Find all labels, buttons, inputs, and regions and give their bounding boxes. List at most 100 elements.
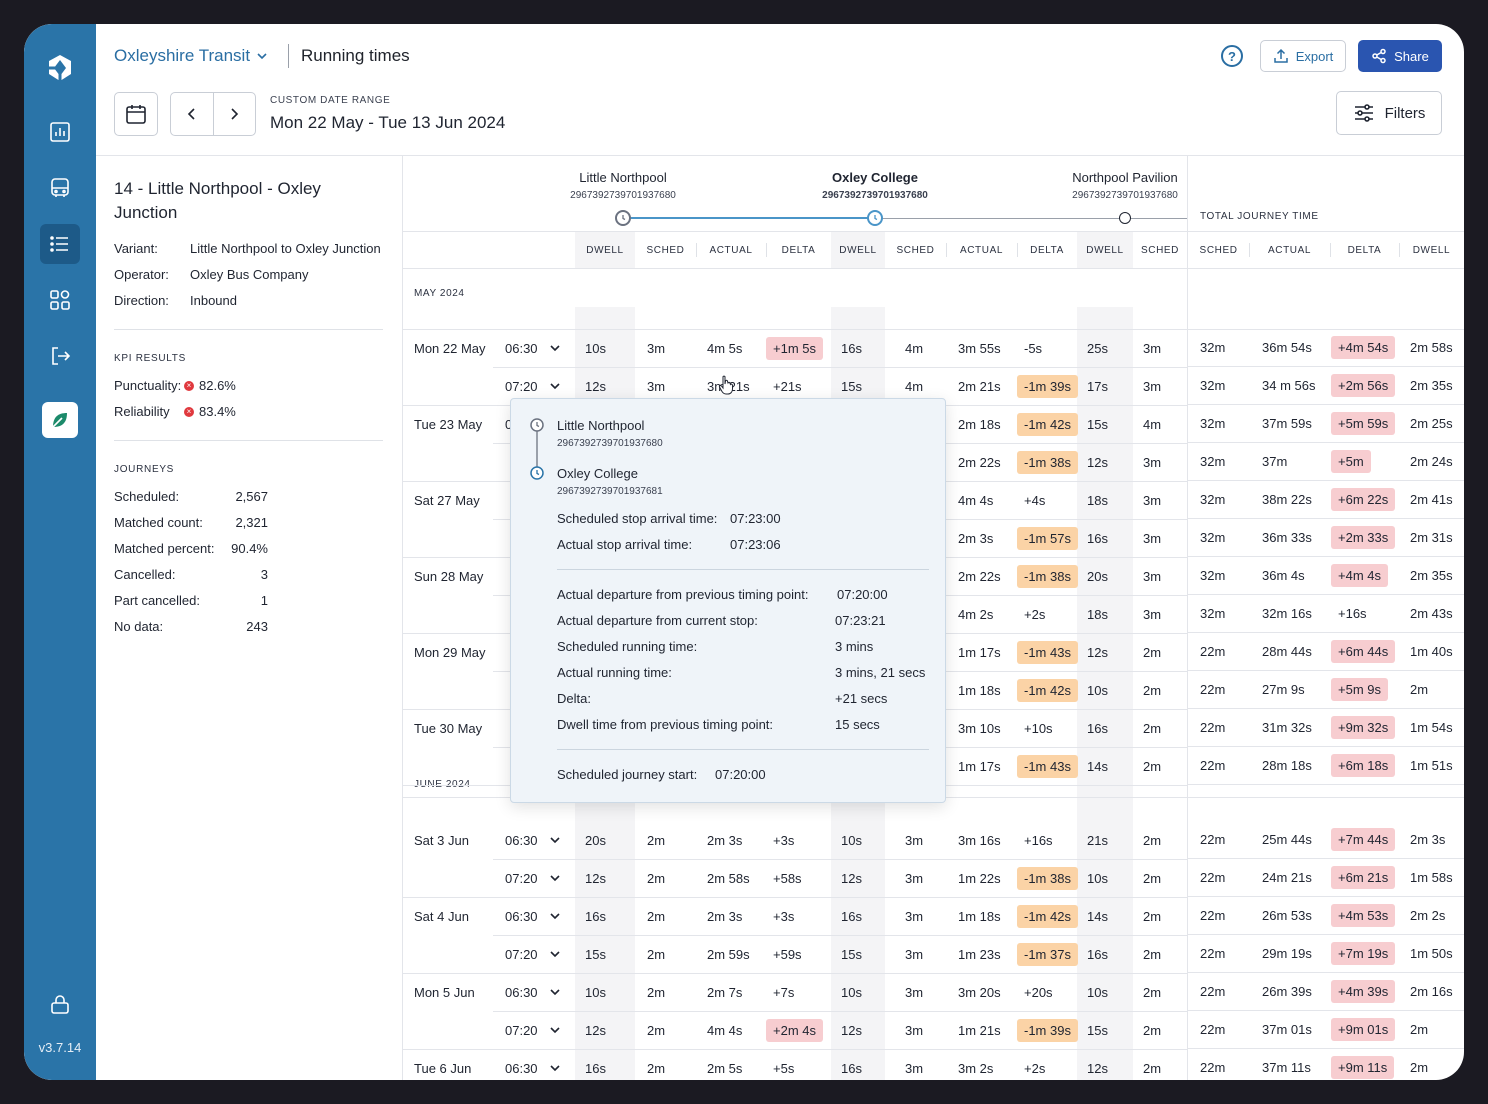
column-header-label: DWELL — [1086, 244, 1124, 256]
total-header-dwell[interactable]: DWELL — [1398, 232, 1464, 268]
cell-actual: 1m 17s — [958, 633, 1001, 671]
total-cell: 26m 53s — [1262, 896, 1312, 934]
bus-icon[interactable] — [40, 168, 80, 208]
expand-chevron-icon[interactable] — [549, 859, 561, 897]
help-icon[interactable]: ? — [1221, 45, 1243, 67]
row-date: Mon 29 May — [414, 644, 486, 660]
row-time[interactable]: 07:20 — [505, 378, 538, 394]
column-header-actual[interactable]: ACTUAL — [696, 232, 766, 268]
filters-label: Filters — [1384, 104, 1426, 122]
tooltip-value: 07:23:06 — [730, 537, 781, 552]
apps-icon[interactable] — [40, 280, 80, 320]
row-time[interactable]: 06:30 — [505, 984, 538, 1000]
cell-value: 2m — [647, 870, 666, 886]
total-header-actual[interactable]: ACTUAL — [1249, 232, 1330, 268]
cell-value: 2m — [1143, 984, 1162, 1000]
brand-leaf-icon[interactable] — [42, 402, 78, 438]
expand-chevron-icon[interactable] — [549, 973, 561, 1011]
journey-stat-key: No data: — [114, 619, 164, 634]
next-period-button[interactable] — [214, 93, 256, 135]
divider — [288, 44, 289, 68]
column-header-actual[interactable]: ACTUAL — [946, 232, 1017, 268]
lock-icon[interactable] — [40, 984, 80, 1024]
date-range-value: Mon 22 May - Tue 13 Jun 2024 — [270, 113, 506, 132]
calendar-button[interactable] — [114, 92, 158, 136]
cell-delta: -1m 38s — [1017, 443, 1078, 481]
cell-value: 3m — [905, 1022, 924, 1038]
list-icon[interactable] — [40, 224, 80, 264]
stop-marker-icon[interactable] — [867, 210, 883, 226]
total-header-delta[interactable]: DELTA — [1329, 232, 1399, 268]
column-header-sched[interactable]: SCHED — [885, 232, 946, 268]
cell-dwell: 10s — [1087, 859, 1108, 897]
cell-value: 3m — [905, 870, 924, 886]
kpi-key: Punctuality: — [114, 378, 182, 393]
column-header-dwell[interactable]: DWELL — [575, 232, 635, 268]
expand-chevron-icon[interactable] — [549, 897, 561, 935]
cell-value: -1m 42s — [1017, 904, 1078, 928]
stop-id: 2967392739701937680 — [570, 190, 676, 201]
total-value: 2m 58s — [1410, 339, 1453, 355]
cell-value: 2m — [1143, 946, 1162, 962]
total-cell: +2m 33s — [1331, 518, 1396, 556]
row-time[interactable]: 06:30 — [505, 908, 538, 924]
expand-chevron-icon[interactable] — [549, 1011, 561, 1049]
cell-value: 10s — [1087, 984, 1108, 1000]
column-header-label: ACTUAL — [959, 244, 1004, 256]
app-logo-icon[interactable] — [46, 54, 74, 82]
cell-value: 2m — [1143, 870, 1162, 886]
logout-icon[interactable] — [40, 336, 80, 376]
row-time[interactable]: 06:30 — [505, 832, 538, 848]
total-cell: 2m 31s — [1410, 518, 1453, 556]
row-time[interactable]: 07:20 — [505, 870, 538, 886]
column-header-sched[interactable]: SCHED — [1133, 232, 1187, 268]
cell-dwell: 12s — [585, 367, 606, 405]
cell-value: 2m — [647, 832, 666, 848]
column-header-sched[interactable]: SCHED — [635, 232, 696, 268]
expand-chevron-icon[interactable] — [549, 935, 561, 973]
row-time[interactable]: 07:20 — [505, 946, 538, 962]
total-value: 2m 16s — [1410, 983, 1453, 999]
row-divider — [1188, 404, 1464, 405]
cell-sched: 3m — [647, 367, 665, 405]
export-button[interactable]: Export — [1260, 40, 1346, 72]
expand-chevron-icon[interactable] — [549, 367, 561, 405]
total-header-sched[interactable]: SCHED — [1188, 232, 1249, 268]
cell-value: 2m — [1143, 1022, 1162, 1038]
cell-actual: 3m 16s — [958, 821, 1001, 859]
expand-chevron-icon[interactable] — [549, 821, 561, 859]
stop-marker-icon[interactable] — [1119, 212, 1131, 224]
cell-value: 16s — [585, 908, 606, 924]
share-button[interactable]: Share — [1358, 40, 1442, 72]
filters-button[interactable]: Filters — [1336, 91, 1442, 135]
cell-value: 15s — [841, 378, 862, 394]
cell-sched: 3m — [1143, 481, 1161, 519]
total-row: 32m 36m 4s +4m 4s 2m 35s — [1188, 556, 1464, 594]
column-divider — [766, 243, 767, 257]
cell-sched: 3m — [905, 859, 923, 897]
dashboard-icon[interactable] — [40, 112, 80, 152]
column-header-delta[interactable]: DELTA — [1017, 232, 1077, 268]
column-header-dwell[interactable]: DWELL — [1077, 232, 1133, 268]
chevron-down-icon — [257, 53, 267, 60]
column-header-delta[interactable]: DELTA — [766, 232, 831, 268]
row-time[interactable]: 06:30 — [505, 1060, 538, 1076]
expand-chevron-icon[interactable] — [549, 1049, 561, 1080]
export-label: Export — [1295, 48, 1334, 64]
row-time[interactable]: 06:30 — [505, 340, 538, 356]
stop-marker-icon[interactable] — [615, 210, 631, 226]
total-cell: +6m 18s — [1331, 746, 1396, 784]
row-time[interactable]: 07:20 — [505, 1022, 538, 1038]
org-selector[interactable]: Oxleyshire Transit — [114, 46, 268, 66]
cell-dwell: 15s — [585, 935, 606, 973]
prev-period-button[interactable] — [171, 93, 214, 135]
route-title: 14 - Little Northpool - Oxley Junction — [114, 179, 321, 222]
column-header-dwell[interactable]: DWELL — [831, 232, 885, 268]
cell-value: 2m — [1143, 908, 1162, 924]
cell-delta: -1m 38s — [1017, 557, 1078, 595]
total-cell: 36m 33s — [1262, 518, 1312, 556]
cell-value: 4m — [905, 340, 924, 356]
error-icon: × — [184, 380, 194, 391]
expand-chevron-icon[interactable] — [549, 329, 561, 367]
total-cell: 32m — [1200, 328, 1225, 366]
